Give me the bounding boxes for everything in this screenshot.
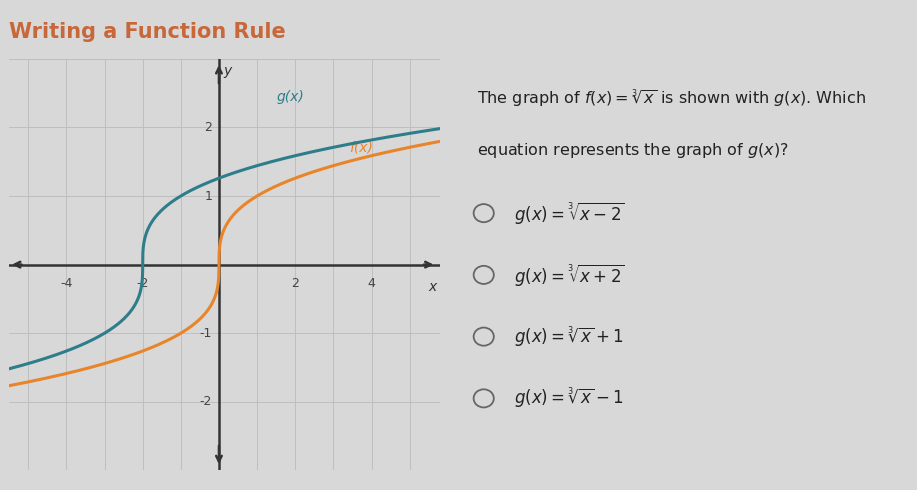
Text: -4: -4	[61, 277, 72, 290]
Text: -2: -2	[199, 395, 211, 408]
Text: y: y	[224, 64, 232, 78]
Text: 1: 1	[204, 190, 212, 202]
Text: 2: 2	[204, 121, 212, 134]
Text: $g(x) = \sqrt[3]{x} - 1$: $g(x) = \sqrt[3]{x} - 1$	[514, 387, 624, 410]
Text: g(x): g(x)	[276, 90, 304, 104]
Text: x: x	[428, 280, 436, 294]
Text: equation represents the graph of $g(x)$?: equation represents the graph of $g(x)$?	[477, 141, 789, 160]
Text: $g(x) = \sqrt[3]{x+2}$: $g(x) = \sqrt[3]{x+2}$	[514, 262, 624, 288]
Text: The graph of $f(x) = \sqrt[3]{x}$ is shown with $g(x)$. Which: The graph of $f(x) = \sqrt[3]{x}$ is sho…	[477, 88, 866, 110]
Text: -1: -1	[199, 327, 211, 340]
Text: Writing a Function Rule: Writing a Function Rule	[9, 23, 286, 42]
Text: 2: 2	[292, 277, 299, 290]
Text: 4: 4	[368, 277, 375, 290]
Text: $g(x) = \sqrt[3]{x} + 1$: $g(x) = \sqrt[3]{x} + 1$	[514, 325, 624, 348]
Text: $g(x) = \sqrt[3]{x-2}$: $g(x) = \sqrt[3]{x-2}$	[514, 200, 624, 226]
Text: -2: -2	[137, 277, 149, 290]
Text: f(x): f(x)	[348, 141, 372, 154]
